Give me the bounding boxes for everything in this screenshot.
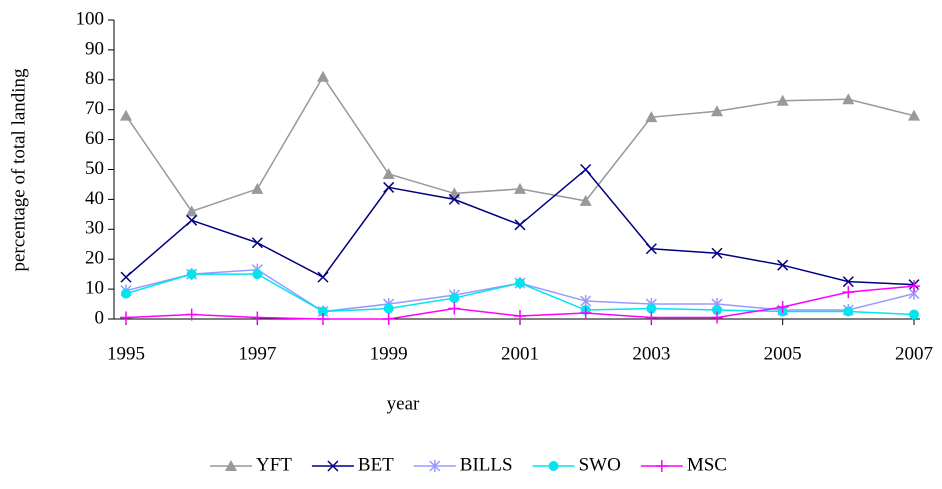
legend-label: SWO <box>579 454 621 475</box>
marker <box>843 306 854 317</box>
y-tick-label: 90 <box>85 38 104 59</box>
marker <box>645 243 657 255</box>
marker <box>449 293 460 304</box>
marker <box>225 460 237 471</box>
y-tick-label: 60 <box>85 128 104 149</box>
marker <box>186 269 197 280</box>
marker <box>842 286 855 299</box>
marker <box>580 163 592 176</box>
marker <box>448 302 461 315</box>
y-tick-label: 50 <box>85 158 104 179</box>
marker <box>842 93 855 105</box>
marker <box>317 313 329 325</box>
marker <box>908 280 920 293</box>
x-tick-label: 2001 <box>501 343 539 364</box>
y-axis-label: percentage of total landing <box>8 68 29 272</box>
marker <box>711 247 723 259</box>
marker <box>548 461 559 471</box>
marker <box>842 276 854 288</box>
y-tick-label: 70 <box>85 98 104 119</box>
marker <box>186 214 198 226</box>
marker <box>383 181 395 193</box>
marker <box>251 311 264 324</box>
marker <box>909 309 919 320</box>
marker <box>711 105 723 117</box>
y-tick-label: 100 <box>76 8 105 29</box>
marker <box>318 306 328 317</box>
legend-label: MSC <box>687 454 727 475</box>
marker <box>645 311 658 324</box>
marker <box>185 308 198 321</box>
marker <box>121 288 131 299</box>
marker <box>252 269 263 280</box>
x-tick-label: 2003 <box>632 343 670 364</box>
marker <box>429 460 441 472</box>
legend-label: BET <box>358 454 394 475</box>
x-tick-label: 1997 <box>238 343 276 364</box>
marker <box>908 109 920 121</box>
marker <box>120 271 132 283</box>
y-tick-label: 0 <box>95 307 105 328</box>
legend-label: BILLS <box>460 454 513 475</box>
marker <box>382 313 395 325</box>
marker <box>382 167 395 179</box>
marker <box>251 237 263 249</box>
x-tick-label: 2005 <box>764 343 802 364</box>
marker <box>776 301 789 314</box>
y-tick-label: 40 <box>85 188 104 209</box>
y-tick-label: 10 <box>85 277 104 298</box>
marker <box>777 259 789 271</box>
y-tick-label: 20 <box>85 248 104 269</box>
x-tick-label: 1995 <box>107 343 145 364</box>
x-tick-label: 2007 <box>895 343 933 364</box>
marker <box>712 305 722 316</box>
marker <box>579 307 592 320</box>
marker <box>383 303 394 314</box>
marker <box>317 271 329 283</box>
marker <box>655 460 668 472</box>
series-line <box>125 268 915 313</box>
y-tick-label: 80 <box>85 68 104 89</box>
marker <box>185 205 198 217</box>
marker <box>251 182 264 194</box>
x-axis-label: year <box>387 393 420 414</box>
marker <box>514 310 526 323</box>
marker <box>120 109 132 121</box>
marker <box>327 460 339 472</box>
marker <box>514 219 526 231</box>
marker <box>776 94 789 106</box>
y-tick-label: 30 <box>85 218 104 239</box>
x-tick-label: 1999 <box>370 343 408 364</box>
marker <box>317 70 329 82</box>
marker <box>579 194 592 206</box>
marker <box>120 311 132 324</box>
legend: YFT BET BILLS SWO MSC <box>210 454 727 475</box>
marker <box>711 311 723 324</box>
marker <box>514 182 526 194</box>
marker <box>646 303 657 314</box>
marker <box>645 111 658 123</box>
legend-label: YFT <box>256 454 292 475</box>
marker <box>515 278 525 289</box>
marker <box>448 193 460 205</box>
